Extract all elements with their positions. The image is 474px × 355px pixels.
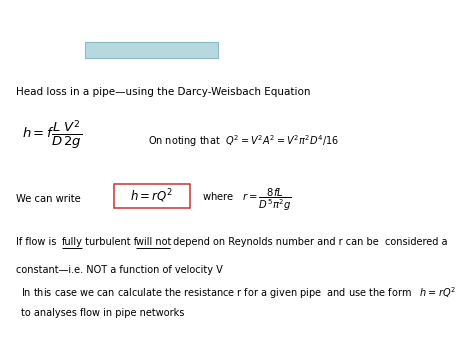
Text: turbulent f: turbulent f — [82, 237, 141, 247]
Text: depend on Reynolds number and r can be  considered a: depend on Reynolds number and r can be c… — [170, 237, 447, 247]
Text: $h = f\dfrac{L}{D}\dfrac{V^2}{2g}$: $h = f\dfrac{L}{D}\dfrac{V^2}{2g}$ — [22, 118, 82, 151]
Text: where   $r = \dfrac{8fL}{D^5\pi^2g}$: where $r = \dfrac{8fL}{D^5\pi^2g}$ — [202, 186, 292, 213]
Text: will not: will not — [137, 237, 172, 247]
Text: constant—i.e. NOT a function of velocity V: constant—i.e. NOT a function of velocity… — [16, 265, 223, 275]
Text: to analyses flow in pipe networks: to analyses flow in pipe networks — [21, 308, 184, 318]
Text: Head loss in a pipe—using the Darcy-Weisbach Equation: Head loss in a pipe—using the Darcy-Weis… — [16, 87, 310, 97]
Bar — [85, 42, 218, 58]
Text: fully: fully — [62, 237, 82, 247]
Bar — [114, 184, 190, 208]
Text: $h = rQ^2$: $h = rQ^2$ — [130, 187, 173, 205]
Text: In this case we can calculate the resistance r for a given pipe  and use the for: In this case we can calculate the resist… — [21, 285, 456, 301]
Text: We can write: We can write — [16, 194, 81, 204]
Text: If flow is: If flow is — [16, 237, 60, 247]
Text: On noting that  $Q^2 = V^2A^2 = V^2\pi^2D^4/16$: On noting that $Q^2 = V^2A^2 = V^2\pi^2D… — [148, 133, 339, 149]
